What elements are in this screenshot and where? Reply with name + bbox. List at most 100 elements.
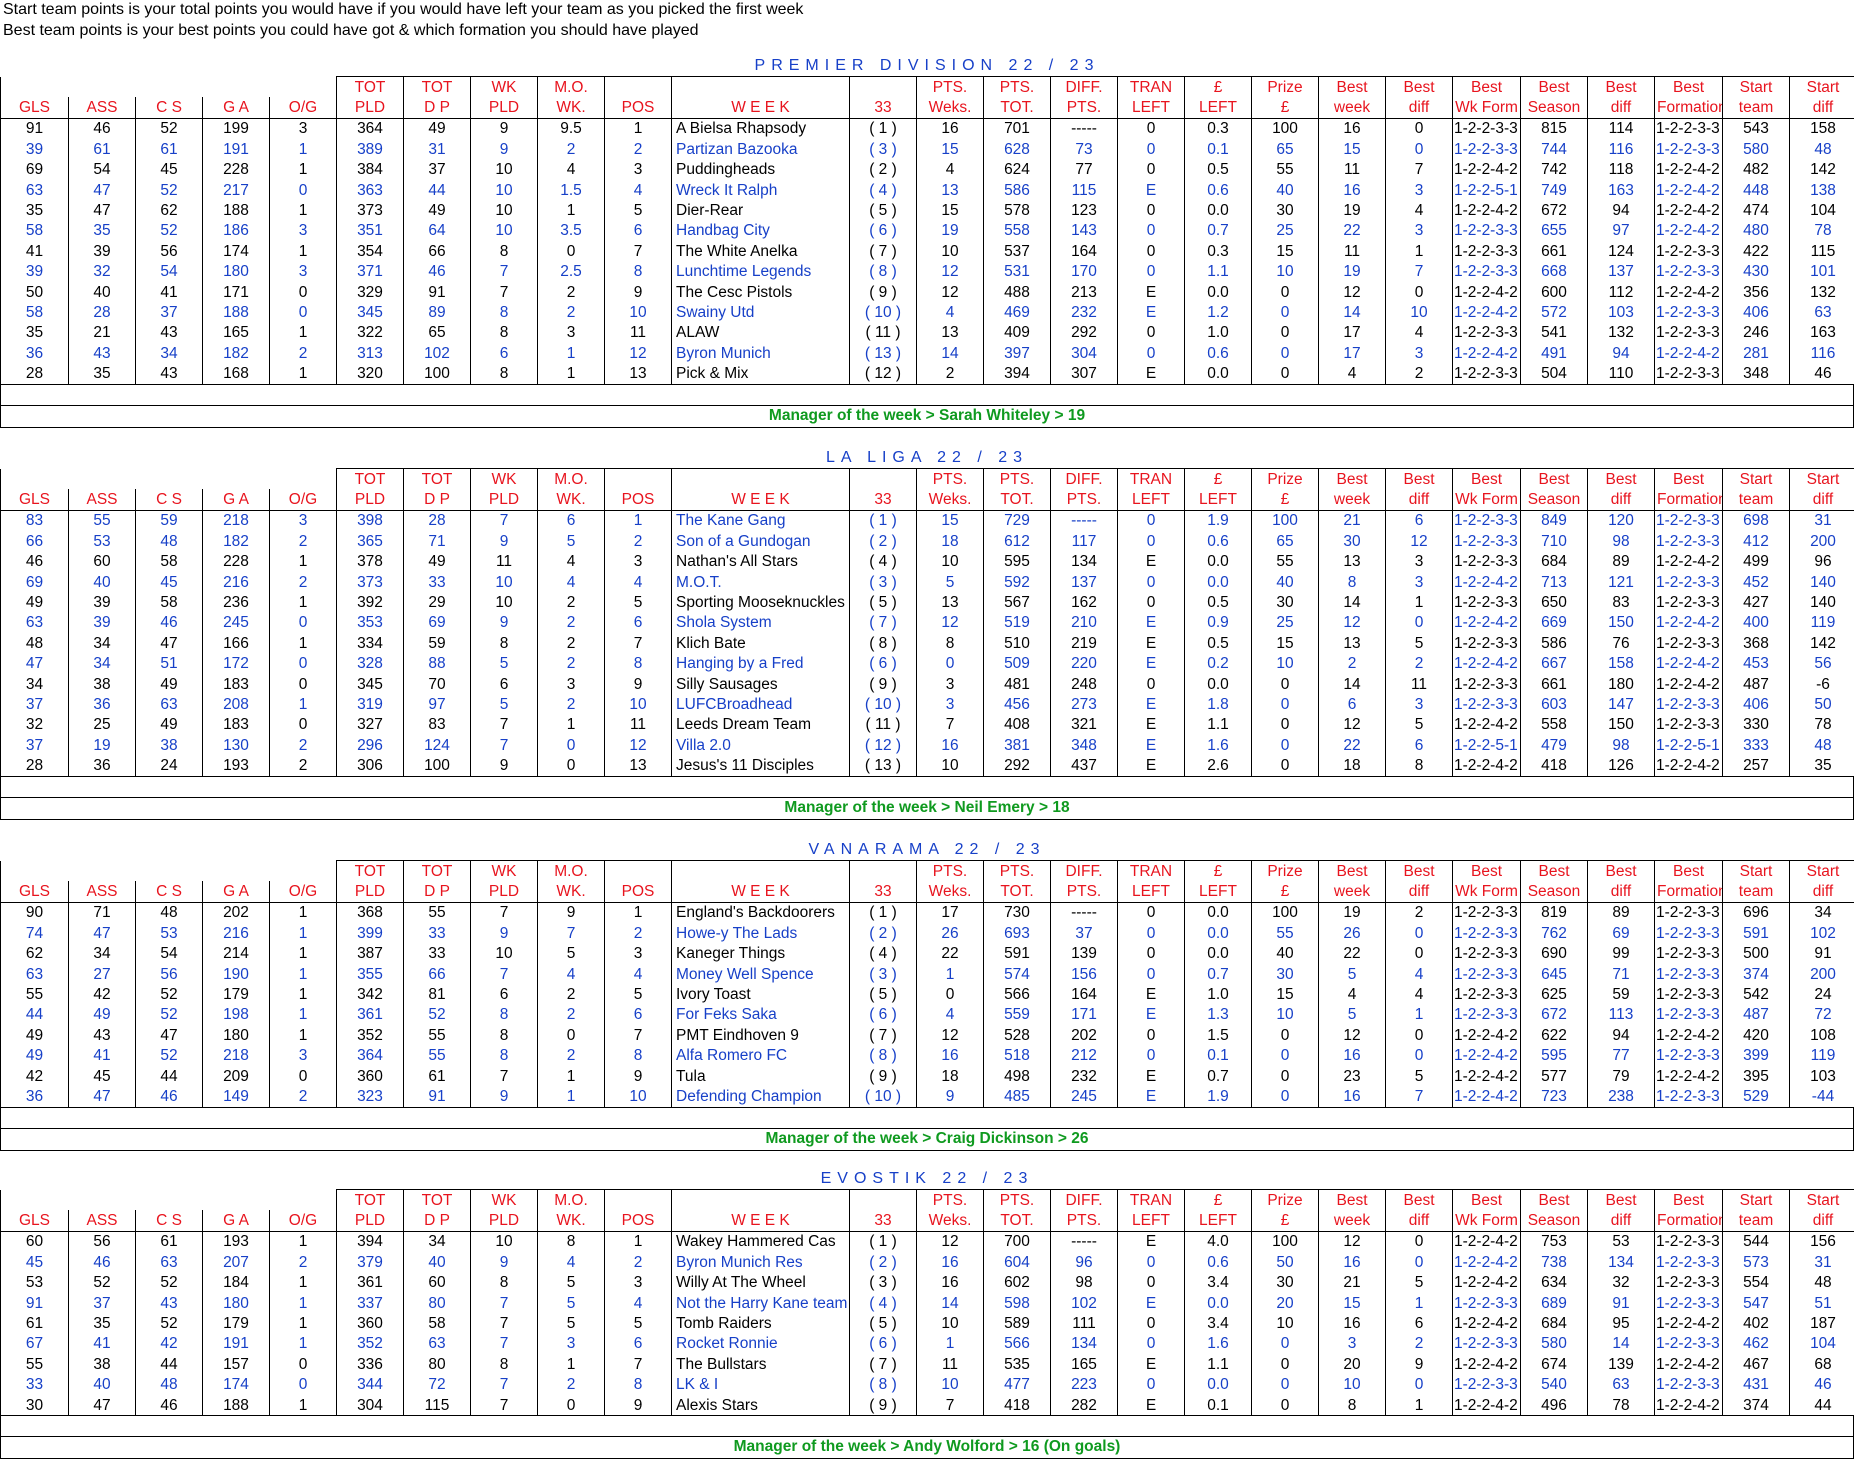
cell-mo-wk: 0: [538, 735, 605, 755]
cell-wk-pld: 8: [471, 302, 538, 322]
cell-prize: 30: [1252, 1273, 1319, 1293]
header-pts-tot: PTS.: [984, 861, 1051, 882]
header-pts-weks: Weks.: [917, 489, 984, 510]
cell-week33: ( 9 ): [850, 1395, 917, 1416]
cell-start-team: 412: [1723, 531, 1790, 551]
cell-ass: 45: [69, 1066, 136, 1086]
cell-best-diff: 0: [1386, 282, 1453, 302]
cell-tran-left: E: [1118, 654, 1185, 674]
cell-week33: ( 7 ): [850, 1354, 917, 1374]
cell-pts-weks: 12: [917, 282, 984, 302]
cell-pos: 12: [605, 735, 672, 755]
header-tot-dp: D P: [404, 489, 471, 510]
header-week33: [850, 861, 917, 882]
cell-tot-dp: 33: [404, 923, 471, 943]
cell-diff-pts: 437: [1051, 755, 1118, 776]
cell-ga: 171: [203, 282, 270, 302]
header-best-season: Best: [1521, 1190, 1588, 1211]
cell-prize: 0: [1252, 282, 1319, 302]
cell-start-diff: 102: [1790, 923, 1854, 943]
cell-ass: 47: [69, 200, 136, 220]
cell-cs: 62: [136, 200, 203, 220]
cell-prize: 0: [1252, 1334, 1319, 1354]
cell-pos: 4: [605, 180, 672, 200]
cell-gls: 46: [1, 552, 69, 572]
cell-og: 1: [270, 323, 337, 343]
cell-best-formation: 1-2-2-3-3: [1655, 1046, 1723, 1066]
cell-team: Alfa Romero FC: [672, 1046, 850, 1066]
cell-start-diff: 103: [1790, 1066, 1854, 1086]
header-tot-dp: TOT: [404, 77, 471, 98]
cell-pos: 2: [605, 139, 672, 159]
cell-money-left: 0.5: [1185, 633, 1252, 653]
cell-cs: 54: [136, 944, 203, 964]
cell-best-week: 21: [1319, 510, 1386, 531]
division-title: LA LIGA 22 / 23: [0, 448, 1854, 468]
header-ass: ASS: [69, 97, 136, 118]
header-best-wk-form: Wk Form: [1453, 1210, 1521, 1231]
header-best-week: week: [1319, 881, 1386, 902]
cell-week33: ( 8 ): [850, 633, 917, 653]
cell-money-left: 1.8: [1185, 694, 1252, 714]
cell-og: 1: [270, 633, 337, 653]
cell-og: 1: [270, 241, 337, 261]
header-ass: ASS: [69, 1210, 136, 1231]
cell-best-wk-form: 1-2-2-4-2: [1453, 572, 1521, 592]
cell-gls: 32: [1, 715, 69, 735]
cell-mo-wk: 6: [538, 510, 605, 531]
header-pts-tot: PTS.: [984, 1190, 1051, 1211]
header-week33: [850, 1190, 917, 1211]
cell-tran-left: 0: [1118, 1252, 1185, 1272]
cell-tot-dp: 91: [404, 1086, 471, 1107]
cell-og: 1: [270, 1025, 337, 1045]
cell-start-diff: 72: [1790, 1005, 1854, 1025]
cell-best-week: 2: [1319, 654, 1386, 674]
cell-tot-dp: 55: [404, 902, 471, 923]
cell-tran-left: E: [1118, 282, 1185, 302]
header-cs: [136, 1190, 203, 1211]
cell-tot-dp: 31: [404, 139, 471, 159]
cell-start-team: 467: [1723, 1354, 1790, 1374]
cell-week33: ( 3 ): [850, 1273, 917, 1293]
cell-diff-pts: 164: [1051, 984, 1118, 1004]
division-title: VANARAMA 22 / 23: [0, 840, 1854, 860]
cell-tot-dp: 40: [404, 1252, 471, 1272]
cell-week33: ( 2 ): [850, 923, 917, 943]
cell-best-season-diff: 98: [1588, 531, 1655, 551]
header-og: [270, 861, 337, 882]
cell-best-season-diff: 71: [1588, 964, 1655, 984]
cell-best-season-diff: 79: [1588, 1066, 1655, 1086]
spacer-row: [0, 1416, 1854, 1436]
cell-mo-wk: 9: [538, 902, 605, 923]
cell-wk-pld: 8: [471, 1005, 538, 1025]
cell-best-formation: 1-2-2-5-1: [1655, 735, 1723, 755]
cell-week33: ( 4 ): [850, 180, 917, 200]
cell-best-week: 22: [1319, 735, 1386, 755]
cell-best-season: 496: [1521, 1395, 1588, 1416]
cell-pos: 6: [605, 613, 672, 633]
cell-start-diff: 56: [1790, 654, 1854, 674]
cell-start-diff: 63: [1790, 302, 1854, 322]
cell-pts-tot: 589: [984, 1313, 1051, 1333]
cell-best-week: 16: [1319, 1086, 1386, 1107]
header-pts-weks: PTS.: [917, 469, 984, 490]
cell-money-left: 0.6: [1185, 531, 1252, 551]
cell-cs: 56: [136, 241, 203, 261]
cell-start-diff: 51: [1790, 1293, 1854, 1313]
cell-best-season-diff: 89: [1588, 902, 1655, 923]
cell-team: PMT Eindhoven 9: [672, 1025, 850, 1045]
cell-tot-pld: 313: [337, 343, 404, 363]
cell-best-formation: 1-2-2-4-2: [1655, 674, 1723, 694]
header-wk-pld: PLD: [471, 97, 538, 118]
header-prize: £: [1252, 97, 1319, 118]
cell-best-week: 3: [1319, 1334, 1386, 1354]
cell-tran-left: 0: [1118, 323, 1185, 343]
cell-week33: ( 4 ): [850, 552, 917, 572]
cell-og: 3: [270, 510, 337, 531]
cell-best-diff: 6: [1386, 1313, 1453, 1333]
